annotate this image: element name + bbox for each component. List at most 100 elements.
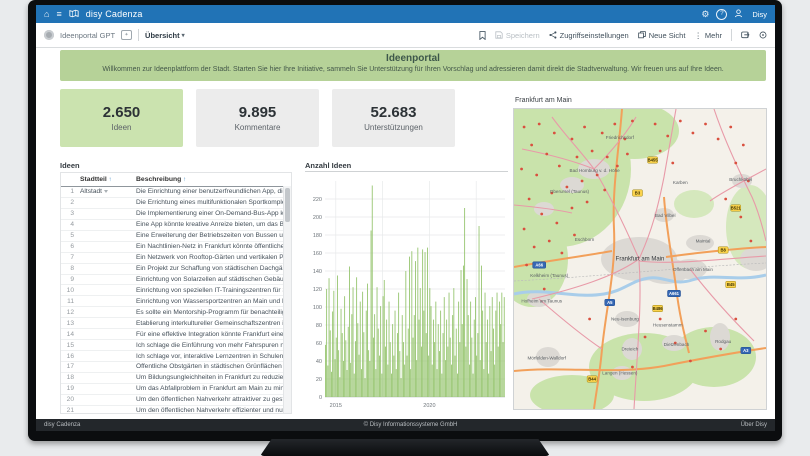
row-number: 20 [66, 396, 74, 404]
bar [441, 373, 443, 397]
idea-marker-dot [565, 185, 569, 189]
city-label: Kelkheim (Taunus) [530, 273, 569, 278]
menu-icon[interactable]: ≡ [56, 8, 62, 19]
bar [422, 249, 424, 397]
table-row[interactable]: 21 Um den öffentlichen Nahverkehr effizie… [61, 406, 291, 413]
table-row[interactable]: 14 Für eine effektive Integration könnte … [61, 329, 291, 341]
sort-asc-icon: ↑ [106, 177, 112, 183]
row-number: 14 [66, 330, 74, 338]
bar [490, 351, 492, 397]
cell-beschreibung: Die Einrichtung einer benutzerfreundlich… [136, 188, 291, 196]
user-name-label[interactable]: Disy [752, 9, 767, 19]
chart-canvas[interactable]: 0 20 40 60 80 100 120 140 160 180 200 220 2015 2020 [305, 175, 508, 411]
table-row[interactable]: 5 Eine Erweiterung der Betriebszeiten von… [61, 231, 291, 242]
new-view-button[interactable]: Neue Sicht [637, 31, 685, 40]
access-settings-button[interactable]: Zugriffseinstellungen [549, 31, 629, 40]
refresh-icon[interactable] [759, 31, 767, 39]
table-row[interactable]: 1 Altstadt Die Einrichtung einer benutzerf… [61, 187, 291, 198]
table-row[interactable]: 2 Die Errichtung eines multifunktionalen … [61, 198, 291, 209]
table-row[interactable]: 7 Ein Netzwerk von Rooftop-Gärten und ver… [61, 253, 291, 264]
row-number: 18 [66, 374, 74, 382]
view-selector[interactable]: Übersicht ▾ [145, 30, 185, 40]
sort-asc-icon: ↑ [181, 177, 186, 183]
kpi-card-unterstuetzungen[interactable]: 52.683 Unterstützungen [332, 89, 455, 147]
table-row[interactable]: 13 Etablierung interkultureller Gemeinsch… [61, 318, 291, 330]
bar [423, 310, 425, 397]
bar [417, 247, 419, 397]
bar [458, 301, 460, 397]
footer-app-name: disy Cadenza [44, 422, 81, 428]
bar [375, 369, 377, 397]
home-icon[interactable]: ⌂ [44, 8, 50, 19]
frankfurt-map[interactable]: A5 A3 A661 A66 B455 B8 B45 B3 B44 B486 B521 Bad Ho… [487, 91, 774, 415]
table-row[interactable]: 16 Ich schlage vor, interaktive Lernzentr… [61, 351, 291, 362]
bar [427, 247, 428, 397]
city-label: Dietzenbach [664, 342, 690, 347]
table-row[interactable]: 17 Öffentliche Obstgärten in städtischen … [61, 362, 291, 373]
bar [476, 355, 478, 397]
bar [393, 355, 395, 397]
table-row[interactable]: 4 Eine App könnte kreative Anreize bieten… [61, 220, 291, 231]
workbook-map-icon[interactable] [69, 9, 79, 20]
svg-text:B44: B44 [588, 377, 596, 382]
footer-about-link[interactable]: Über Disy [740, 422, 767, 428]
bar [500, 324, 502, 397]
user-icon[interactable] [734, 8, 743, 20]
help-icon[interactable]: ? [716, 8, 728, 20]
bar [405, 271, 407, 397]
bar [447, 346, 449, 397]
export-icon[interactable] [741, 31, 750, 39]
bar [365, 310, 367, 397]
table-row[interactable]: 12 Es sollte ein Mentorship-Programm für … [61, 307, 291, 319]
idea-marker-dot [704, 122, 707, 126]
bar [461, 324, 463, 397]
idea-marker-dot [734, 161, 738, 165]
bar [349, 266, 350, 397]
svg-text:180: 180 [313, 233, 322, 239]
table-row[interactable]: 19 Um das Abfallproblem in Frankfurt am M… [61, 384, 291, 395]
city-label: Dreieich [621, 347, 638, 352]
bar [334, 359, 336, 397]
table-row[interactable]: 9 Einrichtung von Solarzellen auf städtis… [61, 275, 291, 286]
railway-line [513, 262, 767, 282]
workbook-icon[interactable] [44, 30, 54, 40]
bar [451, 364, 452, 397]
table-row[interactable]: 8 Ein Projekt zur Schaffung von städtisch… [61, 264, 291, 275]
kpi-card-kommentare[interactable]: 9.895 Kommentare [196, 89, 319, 147]
map-canvas[interactable]: A5 A3 A661 A66 B455 B8 B45 B3 B44 B486 B521 Bad Ho… [487, 91, 774, 415]
idea-marker-dot [532, 245, 536, 249]
column-header[interactable]: Beschreibung ↑ [136, 176, 186, 183]
bar [494, 364, 496, 397]
settings-gear-icon[interactable]: ⚙ [701, 8, 710, 19]
bar [328, 278, 330, 397]
bar [437, 324, 439, 397]
bar [344, 296, 346, 397]
idea-marker-dot [555, 221, 559, 225]
idea-marker-dot [704, 329, 707, 333]
table-row[interactable]: 18 Um Bildungsungleichheiten in Frankfurt… [61, 373, 291, 384]
table-row[interactable]: 6 Ein Nachtlinien-Netz in Frankfurt könnt… [61, 242, 291, 253]
bar [356, 277, 358, 397]
table-row[interactable]: 20 Um den öffentlichen Nahverkehr attrakt… [61, 395, 291, 406]
more-button[interactable]: ⋮ Mehr [694, 30, 722, 40]
table-header-row: Stadtteil ↑ Beschreibung ↑ [61, 173, 291, 187]
bar [406, 355, 408, 397]
svg-text:2015: 2015 [330, 403, 342, 409]
table-row[interactable]: 15 Ich schlage die Einführung von mehr Fa… [61, 340, 291, 352]
ideas-bar-chart[interactable]: 0 20 40 60 80 100 120 140 160 180 200 220 2015 2020 [305, 175, 508, 411]
cell-beschreibung: Etablierung interkultureller Gemeinschaf… [136, 319, 291, 327]
scrollbar-thumb[interactable] [285, 188, 290, 222]
save-button[interactable]: Speichern [495, 31, 540, 40]
bar [434, 342, 436, 397]
column-header[interactable]: Stadtteil ↑ [80, 176, 112, 183]
kpi-card-ideen[interactable]: 2.650 Ideen [60, 89, 183, 147]
table-row[interactable]: 10 Einrichtung von speziellen IT-Training… [61, 285, 291, 297]
bar [333, 290, 335, 397]
table-row[interactable]: 3 Die Implementierung einer On-Demand-Bus… [61, 209, 291, 220]
bookmark-icon[interactable] [479, 30, 486, 40]
table-scrollbar[interactable] [283, 186, 291, 413]
row-number: 7 [70, 254, 74, 262]
svg-text:A3: A3 [743, 348, 749, 353]
workbook-toolbar: Ideenportal GPT ✦ Übersicht ▾ Speichern [36, 23, 775, 48]
table-row[interactable]: 11 Einrichtung von Wassersportzentren an … [61, 296, 291, 308]
